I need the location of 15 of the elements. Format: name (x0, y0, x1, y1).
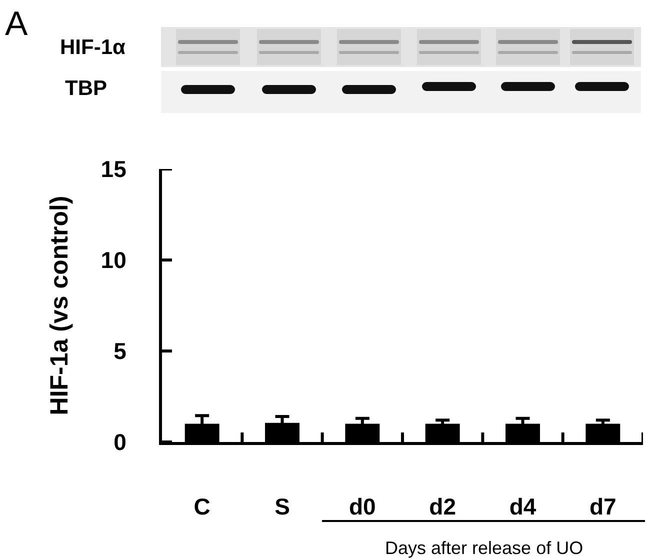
text: HIF-1α (60, 36, 126, 59)
text: TBP (65, 77, 107, 100)
y-tick-label: 5 (114, 338, 127, 364)
x-tick-label: S (274, 494, 290, 520)
x-tick-label: d0 (349, 494, 376, 520)
x-tick-label: C (194, 494, 210, 520)
y-tick-label: 15 (100, 156, 127, 182)
x-tick-label: d2 (429, 494, 456, 520)
text: Days after release of UO (385, 538, 584, 558)
x-tick-label: d7 (590, 494, 616, 520)
y-tick-label: 0 (114, 429, 126, 456)
y-tick-label: 10 (100, 247, 126, 274)
x-tick-label: d4 (509, 494, 536, 520)
y-axis-title: HIF-1a (vs control) (46, 196, 74, 416)
text: A (5, 5, 28, 43)
